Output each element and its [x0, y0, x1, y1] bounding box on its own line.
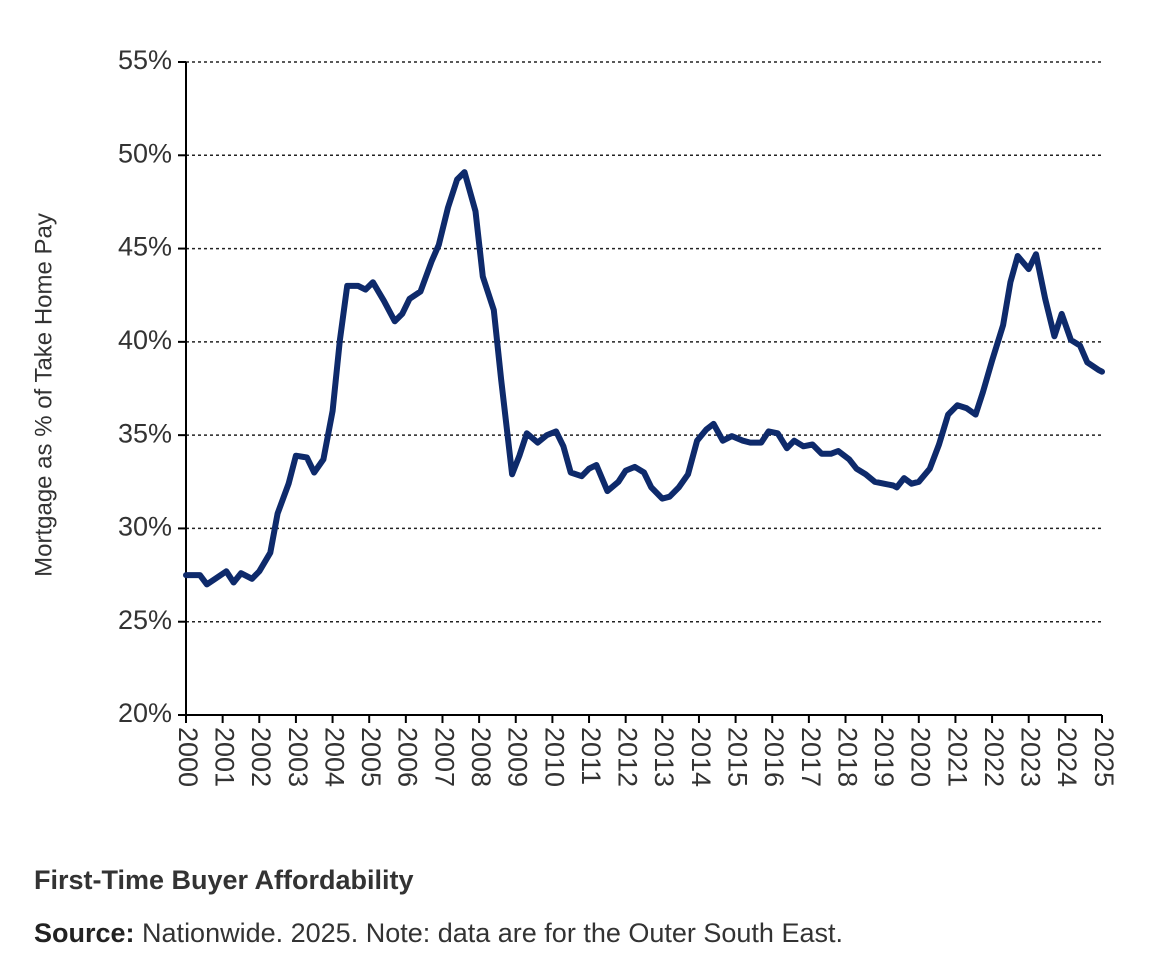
- x-tick-label: 2004: [319, 727, 349, 787]
- y-tick-label: 30%: [118, 512, 172, 542]
- x-tick-label: 2024: [1052, 727, 1082, 787]
- y-tick-label: 20%: [118, 698, 172, 728]
- y-axis-label: Mortgage as % of Take Home Pay: [30, 213, 57, 577]
- chart-title: First-Time Buyer Affordability: [34, 865, 414, 895]
- x-tick-label: 2019: [869, 727, 899, 787]
- source-label: Source:: [34, 918, 135, 948]
- x-tick-label: 2007: [429, 727, 459, 787]
- x-tick-label: 2016: [759, 727, 789, 787]
- x-tick-label: 2015: [722, 727, 752, 787]
- x-tick-label: 2017: [796, 727, 826, 787]
- x-tick-label: 2008: [466, 727, 496, 787]
- x-tick-label: 2003: [283, 727, 313, 787]
- source-note: Source: Nationwide. 2025. Note: data are…: [34, 918, 843, 948]
- source-text: Nationwide. 2025. Note: data are for the…: [142, 918, 843, 948]
- x-tick-label: 2009: [503, 727, 533, 787]
- data-line: [183, 169, 1105, 588]
- x-tick-label: 2020: [906, 727, 936, 787]
- y-tick-label: 45%: [118, 232, 172, 262]
- x-tick-label: 2005: [356, 727, 386, 787]
- x-tick-label: 2025: [1089, 727, 1119, 787]
- y-tick-label: 35%: [118, 418, 172, 448]
- x-tick-label: 2012: [613, 727, 643, 787]
- x-tick-label: 2018: [832, 727, 862, 787]
- y-tick-label: 55%: [118, 45, 172, 75]
- y-tick-label: 50%: [118, 138, 172, 168]
- x-tick-label: 2021: [942, 727, 972, 787]
- x-tick-label: 2011: [576, 727, 606, 785]
- y-tick-label: 25%: [118, 605, 172, 635]
- y-tick-label: 40%: [118, 325, 172, 355]
- x-tick-label: 2006: [393, 727, 423, 787]
- x-tick-label: 2014: [686, 727, 716, 787]
- x-tick-label: 2022: [979, 727, 1009, 787]
- x-tick-label: 2013: [649, 727, 679, 787]
- x-tick-label: 2010: [539, 727, 569, 787]
- x-tick-label: 2000: [173, 727, 203, 787]
- x-tick-label: 2002: [246, 727, 276, 787]
- x-tick-label: 2001: [210, 727, 240, 787]
- x-tick-label: 2023: [1016, 727, 1046, 787]
